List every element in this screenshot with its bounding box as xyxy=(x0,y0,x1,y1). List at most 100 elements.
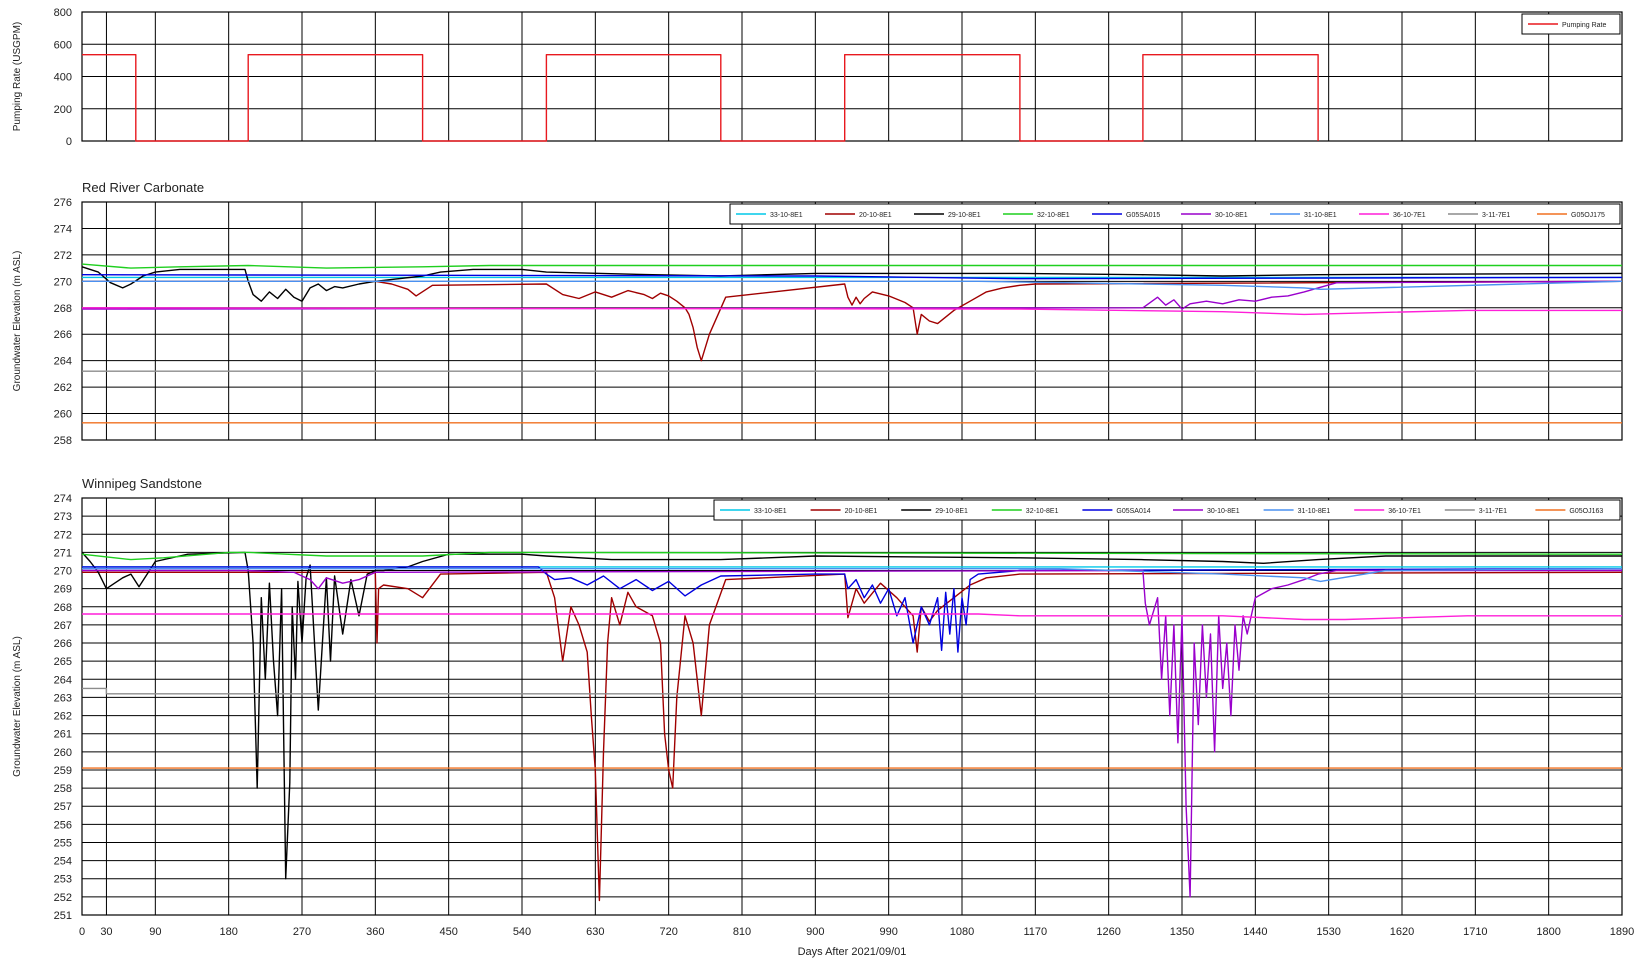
panel-title: Winnipeg Sandstone xyxy=(82,476,202,491)
y-tick-label: 200 xyxy=(54,104,72,116)
y-tick-label: 251 xyxy=(54,910,72,922)
series-line xyxy=(82,280,1623,362)
y-tick-label: 400 xyxy=(54,72,72,84)
y-tick-label: 265 xyxy=(54,656,72,668)
legend-label: 30-10-8E1 xyxy=(1207,508,1240,515)
y-tick-label: 254 xyxy=(54,856,72,868)
y-axis-label: Pumping Rate (USGPM) xyxy=(12,22,23,131)
y-tick-label: 259 xyxy=(54,765,72,777)
series-line xyxy=(81,263,1622,269)
y-tick-label: 264 xyxy=(54,674,72,686)
legend-label: 36-10-7E1 xyxy=(1393,212,1426,219)
x-tick-label: 630 xyxy=(586,926,604,938)
y-tick-label: 271 xyxy=(54,547,72,559)
legend: 33-10-8E1 20-10-8E1 29-10-8E1 32-10-8E1 G05S… xyxy=(729,203,1621,225)
y-tick-label: 267 xyxy=(54,620,72,632)
x-tick-label: 360 xyxy=(366,926,384,938)
y-tick-label: 260 xyxy=(54,747,72,759)
y-tick-label: 274 xyxy=(54,493,72,505)
legend-label: 33-10-8E1 xyxy=(754,508,787,515)
x-tick-label: 720 xyxy=(659,926,677,938)
plot-frame xyxy=(81,11,1623,142)
series-line xyxy=(82,568,1623,583)
legend-label: 29-10-8E1 xyxy=(935,508,968,515)
y-tick-label: 274 xyxy=(54,223,72,235)
y-tick-label: 262 xyxy=(54,711,72,723)
x-tick-label: 0 xyxy=(79,926,85,938)
legend-label: 3-11-7E1 xyxy=(1482,212,1510,219)
y-tick-label: 264 xyxy=(54,356,72,368)
plot-frame xyxy=(81,201,1623,441)
legend-label: 32-10-8E1 xyxy=(1037,212,1070,219)
x-tick-label: 180 xyxy=(219,926,237,938)
x-tick-label: 1260 xyxy=(1096,926,1120,938)
x-tick-label: 1170 xyxy=(1024,926,1048,938)
legend-box xyxy=(1521,13,1621,35)
y-tick-label: 270 xyxy=(54,276,72,288)
legend-label: 33-10-8E1 xyxy=(770,212,803,219)
x-axis-label: Days After 2021/09/01 xyxy=(798,946,907,958)
series-line xyxy=(81,274,1623,280)
legend-label: G05OJ175 xyxy=(1571,212,1605,219)
y-tick-label: 800 xyxy=(54,7,72,19)
legend-label: 20-10-8E1 xyxy=(859,212,892,219)
y-tick-label: 272 xyxy=(54,529,72,541)
x-tick-label: 900 xyxy=(806,926,824,938)
y-tick-label: 0 xyxy=(66,136,72,148)
series-line xyxy=(82,571,1623,902)
y-axis-label: Groundwater Elevation (m ASL) xyxy=(12,636,23,777)
series-line xyxy=(81,266,1623,302)
chart-panel-1: 0 200 400 600 800 Pumping Rate (USGPM) Pumping… xyxy=(12,7,1623,148)
x-tick-label: 1350 xyxy=(1170,926,1194,938)
y-tick-label: 257 xyxy=(54,801,72,813)
y-tick-label: 262 xyxy=(54,382,72,394)
legend-label: 36-10-7E1 xyxy=(1388,508,1421,515)
y-axis-label: Groundwater Elevation (m ASL) xyxy=(12,251,23,392)
chart-panel-3: 251 252 253 254 255 256 257 258 259 260 261 262 263 2… xyxy=(12,476,1634,958)
legend-label: G05SA015 xyxy=(1126,212,1160,219)
series-line xyxy=(82,687,1622,695)
x-tick-label: 1440 xyxy=(1243,926,1267,938)
legend-label: 32-10-8E1 xyxy=(1026,508,1059,515)
y-tick-label: 276 xyxy=(54,197,72,209)
y-tick-label: 255 xyxy=(54,837,72,849)
y-tick-label: 258 xyxy=(54,435,72,447)
y-tick-label: 270 xyxy=(54,566,72,578)
legend-box xyxy=(729,203,1621,225)
y-tick-label: 600 xyxy=(54,39,72,51)
series-line xyxy=(82,280,1623,290)
series-line xyxy=(82,569,1622,898)
plot-frame xyxy=(81,497,1623,916)
x-tick-label: 1890 xyxy=(1610,926,1634,938)
y-tick-label: 261 xyxy=(54,729,72,741)
series-line xyxy=(82,566,1623,653)
series-line xyxy=(81,280,1623,310)
series-line xyxy=(81,551,1623,561)
x-tick-label: 90 xyxy=(149,926,161,938)
x-tick-label: 540 xyxy=(513,926,531,938)
y-tick-label: 260 xyxy=(54,409,72,421)
y-tick-label: 268 xyxy=(54,602,72,614)
y-tick-label: 273 xyxy=(54,511,72,523)
legend-label: 3-11-7E1 xyxy=(1479,508,1507,515)
legend-label: 31-10-8E1 xyxy=(1304,212,1337,219)
legend-label: G05OJ163 xyxy=(1569,508,1603,515)
series-line xyxy=(81,307,1622,316)
x-tick-label: 990 xyxy=(879,926,897,938)
series-line xyxy=(82,54,1319,142)
y-tick-label: 258 xyxy=(54,783,72,795)
legend: 33-10-8E1 20-10-8E1 29-10-8E1 32-10-8E1 G05S… xyxy=(713,499,1621,521)
x-tick-label: 1620 xyxy=(1390,926,1414,938)
legend: Pumping Rate xyxy=(1521,13,1621,35)
x-tick-label: 270 xyxy=(293,926,311,938)
x-tick-label: 1710 xyxy=(1463,926,1487,938)
y-tick-label: 252 xyxy=(54,892,72,904)
panel-title: Red River Carbonate xyxy=(82,180,204,195)
legend-label: 20-10-8E1 xyxy=(845,508,878,515)
legend-label: Pumping Rate xyxy=(1562,22,1606,29)
x-tick-label: 450 xyxy=(439,926,457,938)
y-tick-label: 268 xyxy=(54,303,72,315)
y-tick-label: 253 xyxy=(54,874,72,886)
legend-label: 30-10-8E1 xyxy=(1215,212,1248,219)
